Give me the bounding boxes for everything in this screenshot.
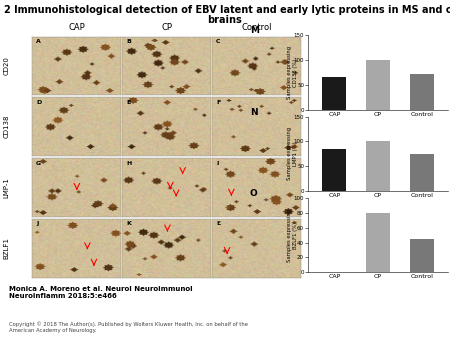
- Text: F: F: [216, 100, 220, 105]
- Text: H: H: [126, 161, 131, 166]
- Y-axis label: Samples expressing
BZLF1 (%): Samples expressing BZLF1 (%): [287, 209, 297, 262]
- Text: brains: brains: [207, 15, 243, 25]
- Text: CD20: CD20: [4, 56, 10, 75]
- Text: J: J: [36, 221, 38, 226]
- Text: Figure 2 Immunohistological detection of EBV latent and early lytic proteins in : Figure 2 Immunohistological detection of…: [0, 5, 450, 15]
- Bar: [366, 213, 390, 272]
- Text: N: N: [250, 107, 257, 117]
- Text: E: E: [126, 100, 130, 105]
- Text: BZLF1: BZLF1: [4, 237, 10, 260]
- Text: Copyright © 2018 The Author(s). Published by Wolters Kluwer Health, Inc. on beha: Copyright © 2018 The Author(s). Publishe…: [9, 321, 248, 333]
- Text: K: K: [126, 221, 131, 226]
- Text: D: D: [36, 100, 41, 105]
- Text: CP: CP: [161, 23, 172, 32]
- Text: A: A: [36, 39, 41, 44]
- Bar: [366, 142, 390, 191]
- Bar: [322, 149, 346, 191]
- Text: O: O: [250, 189, 257, 198]
- Bar: [322, 77, 346, 110]
- Text: M: M: [250, 26, 259, 35]
- Bar: [410, 74, 434, 110]
- Text: Monica A. Moreno et al. Neurol Neuroimmunol
Neuroinflamm 2018;5:e466: Monica A. Moreno et al. Neurol Neuroimmu…: [9, 286, 193, 298]
- Bar: [366, 61, 390, 110]
- Text: LMP-1: LMP-1: [4, 177, 10, 198]
- Text: L’: L’: [216, 221, 221, 226]
- Text: G: G: [36, 161, 41, 166]
- Text: I: I: [216, 161, 218, 166]
- Text: B: B: [126, 39, 131, 44]
- Text: Control: Control: [241, 23, 272, 32]
- Y-axis label: Samples expressing
CD138 (%): Samples expressing CD138 (%): [287, 46, 297, 99]
- Text: C: C: [216, 39, 220, 44]
- Text: CD138: CD138: [4, 115, 10, 139]
- Bar: [410, 154, 434, 191]
- Y-axis label: Samples expressing
LMP1 (%): Samples expressing LMP1 (%): [287, 127, 297, 180]
- Bar: [410, 239, 434, 272]
- Text: CAP: CAP: [68, 23, 85, 32]
